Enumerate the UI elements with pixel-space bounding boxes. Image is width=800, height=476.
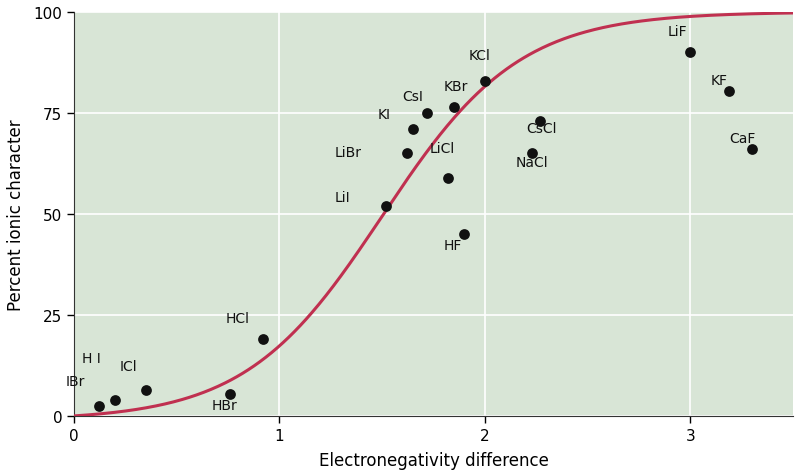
Text: CsI: CsI — [402, 89, 423, 104]
Point — [442, 174, 454, 182]
Text: KBr: KBr — [444, 79, 468, 94]
Text: CaF: CaF — [730, 132, 756, 146]
Text: H I: H I — [82, 352, 101, 366]
Point — [406, 126, 419, 134]
Point — [534, 118, 546, 126]
Point — [478, 78, 491, 85]
Text: HBr: HBr — [212, 398, 238, 412]
Text: HCl: HCl — [226, 311, 250, 325]
Text: HF: HF — [444, 239, 462, 253]
Point — [448, 104, 461, 111]
Point — [421, 110, 434, 118]
Point — [400, 150, 413, 158]
Point — [526, 150, 538, 158]
X-axis label: Electronegativity difference: Electronegativity difference — [318, 451, 549, 469]
Text: CsCl: CsCl — [526, 122, 557, 136]
Point — [684, 50, 697, 57]
Point — [257, 336, 270, 343]
Point — [92, 402, 105, 410]
Text: LiBr: LiBr — [335, 146, 362, 160]
Point — [746, 146, 758, 154]
Point — [723, 88, 736, 95]
Point — [109, 396, 122, 404]
Text: LiF: LiF — [668, 25, 687, 39]
Point — [139, 386, 152, 394]
Text: LiCl: LiCl — [430, 142, 454, 156]
Text: KF: KF — [711, 73, 728, 88]
Point — [224, 390, 237, 397]
Text: ICl: ICl — [119, 360, 137, 374]
Text: KCl: KCl — [469, 50, 490, 63]
Point — [458, 231, 470, 238]
Y-axis label: Percent ionic character: Percent ionic character — [7, 119, 25, 310]
Text: LiI: LiI — [335, 190, 350, 204]
Point — [380, 203, 393, 210]
Text: NaCl: NaCl — [516, 156, 548, 170]
Text: KI: KI — [378, 108, 391, 122]
Text: IBr: IBr — [66, 374, 85, 388]
